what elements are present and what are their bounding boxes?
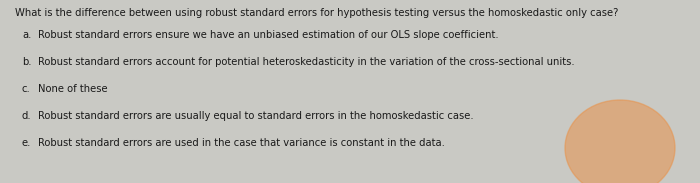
Text: What is the difference between using robust standard errors for hypothesis testi: What is the difference between using rob… [15, 8, 618, 18]
Text: c.: c. [22, 84, 31, 94]
Text: Robust standard errors are usually equal to standard errors in the homoskedastic: Robust standard errors are usually equal… [38, 111, 474, 121]
Text: e.: e. [22, 138, 32, 148]
Text: None of these: None of these [38, 84, 108, 94]
Text: Robust standard errors account for potential heteroskedasticity in the variation: Robust standard errors account for poten… [38, 57, 575, 67]
Text: Robust standard errors are used in the case that variance is constant in the dat: Robust standard errors are used in the c… [38, 138, 445, 148]
Text: d.: d. [22, 111, 32, 121]
Text: Robust standard errors ensure we have an unbiased estimation of our OLS slope co: Robust standard errors ensure we have an… [38, 30, 498, 40]
Text: a.: a. [22, 30, 32, 40]
Text: b.: b. [22, 57, 32, 67]
Ellipse shape [565, 100, 675, 183]
